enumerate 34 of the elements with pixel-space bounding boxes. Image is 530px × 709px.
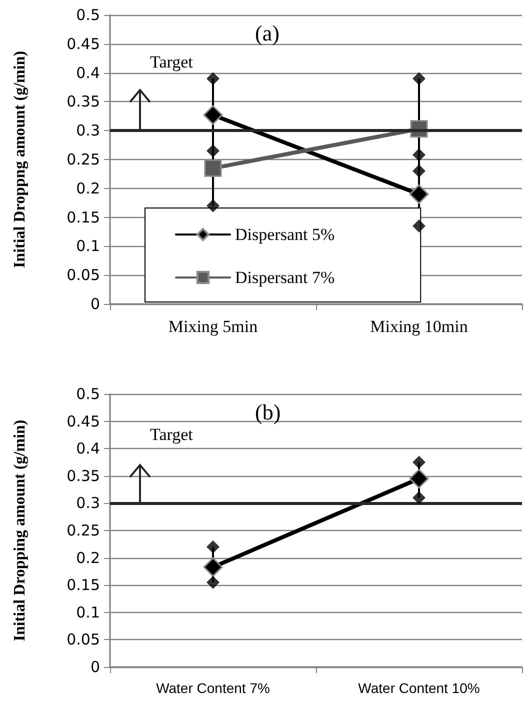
y-tick-label: 0.15: [66, 576, 100, 594]
chart-title: (b): [255, 400, 281, 424]
y-axis-title: Initial Droppng amount (g/min): [12, 50, 28, 268]
y-tick-label: 0.3: [76, 122, 100, 140]
y-tick-label: 0.2: [76, 548, 100, 567]
x-tick-label: Water Content 10%: [358, 680, 480, 696]
y-tick-label: 0.5: [76, 6, 100, 24]
y-tick-label: 0.5: [76, 385, 100, 403]
y-tick-label: 0.15: [66, 208, 100, 226]
x-tick-label: Mixing 10min: [370, 317, 468, 336]
chart-title: (a): [255, 20, 280, 46]
y-tick-label: 0.05: [66, 266, 100, 284]
x-tick-label: Water Content 7%: [156, 680, 270, 696]
y-tick-label: 0.3: [76, 494, 100, 512]
y-tick-label: 0.2: [76, 179, 100, 198]
y-tick-label: 0.1: [76, 237, 100, 256]
y-tick-label: 0.05: [66, 630, 100, 649]
ref-line-label: Target: [150, 52, 194, 72]
y-axis-title: Initial Dropping amount (g/min): [12, 420, 28, 642]
legend-label: Dispersant 5%: [235, 225, 335, 244]
legend-label: Dispersant 7%: [235, 268, 335, 287]
y-tick-label: 0.45: [66, 34, 100, 53]
y-tick-label: 0.4: [76, 440, 100, 458]
y-tick-label: 0.25: [66, 522, 100, 540]
y-tick-label: 0.4: [76, 64, 100, 82]
y-tick-label: 0.25: [66, 150, 100, 168]
y-tick-label: 0.1: [76, 603, 100, 622]
y-tick-label: 0.35: [66, 466, 100, 485]
y-tick-label: 0: [90, 658, 100, 676]
y-tick-label: 0: [90, 295, 100, 313]
ref-line-label: Target: [150, 425, 194, 444]
y-tick-label: 0.45: [66, 412, 100, 430]
x-tick-label: Mixing 5min: [168, 317, 258, 336]
y-tick-label: 0.35: [66, 92, 100, 111]
